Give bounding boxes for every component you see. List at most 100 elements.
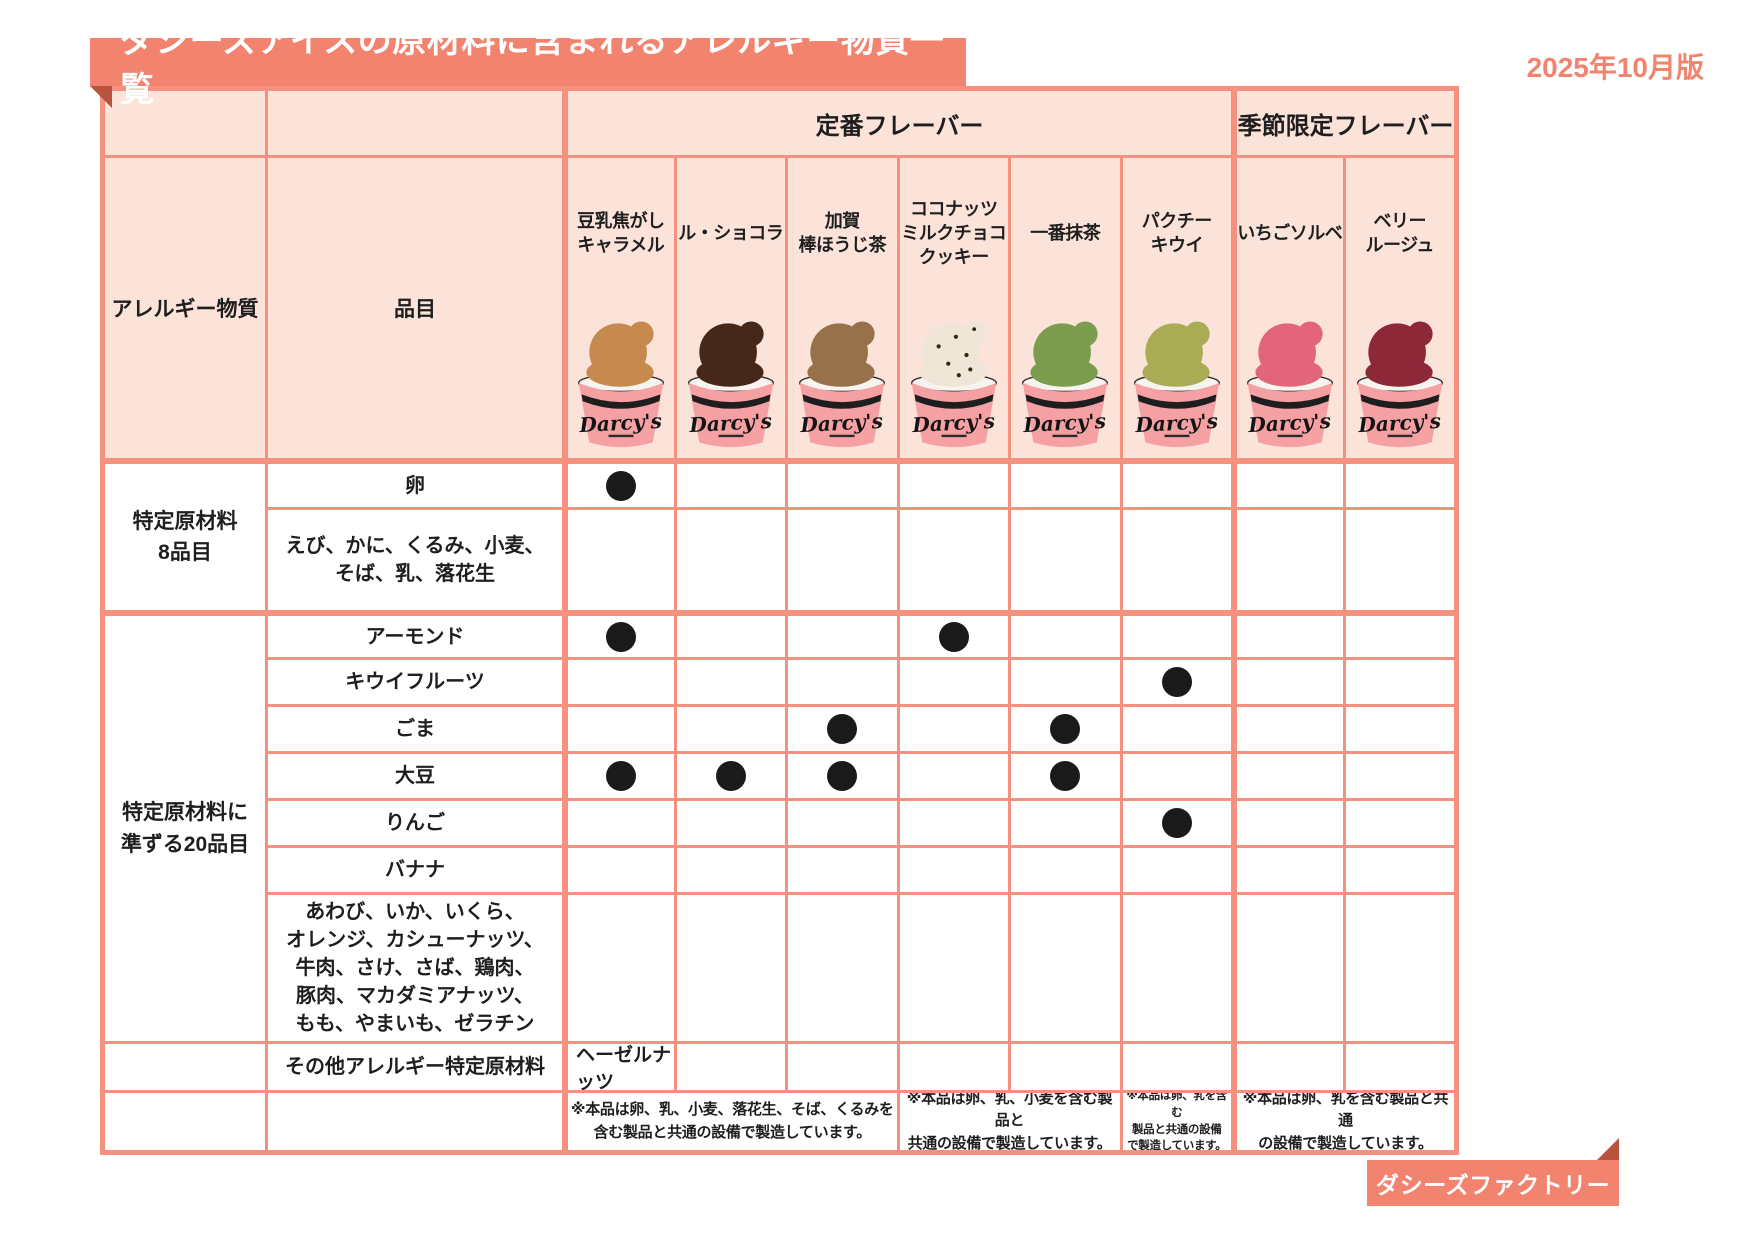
item-cell: キウイフルーツ — [268, 660, 562, 704]
cup-stripe — [691, 394, 771, 409]
flavor-header-cell: パクチー キウイ Darcy's — [1122, 158, 1231, 458]
mark-cell — [565, 754, 674, 798]
footnote-cell: ※本品は卵、乳を含む製品と共通 の設備で製造しています。 — [1234, 1093, 1454, 1150]
cup-stripe — [802, 394, 882, 409]
empty-cell — [105, 1093, 265, 1150]
flavor-name: ベリー ルージュ — [1365, 210, 1435, 255]
allergen-mark-dot — [605, 761, 636, 791]
mark-cell — [788, 801, 897, 845]
mark-cell — [788, 895, 897, 1041]
mark-cell — [1122, 707, 1231, 751]
cup-tagline-line — [1387, 434, 1413, 438]
ice-cream-scoop — [919, 321, 987, 387]
cup-body — [800, 382, 885, 448]
mark-cell — [1122, 461, 1231, 507]
mark-cell — [788, 848, 897, 892]
allergen-table: 定番フレーバー 季節限定フレーバー アレルギー物質 品目 豆乳焦がし キャラメル Dar… — [100, 86, 1459, 1155]
ice-cream-cup-image: Darcy's — [910, 321, 997, 448]
mark-cell — [1234, 461, 1343, 507]
cup-logo: Darcy's — [1022, 409, 1107, 437]
cookie-speckles-icon — [936, 327, 976, 378]
cup-logo: Darcy's — [1356, 409, 1441, 437]
empty-group-cell — [105, 1044, 265, 1090]
cup-stripe — [914, 394, 994, 409]
item-cell: ごま — [268, 707, 562, 751]
flavor-name: 一番抹茶 — [1030, 222, 1101, 243]
mark-cell — [899, 461, 1008, 507]
mark-cell — [788, 660, 897, 704]
cup-tagline-line — [718, 434, 744, 438]
item-column-header: 品目 — [268, 158, 562, 458]
mark-cell — [1234, 895, 1343, 1041]
mark-cell — [1011, 895, 1120, 1041]
corner-cell-allergen — [105, 91, 265, 155]
footnote-cell: ※本品は卵、乳を含む 製品と共通の設備 で製造しています。 — [1122, 1093, 1231, 1150]
cup-logo: Darcy's — [910, 409, 995, 437]
cup-tagline-line — [608, 434, 634, 438]
mark-cell — [676, 801, 785, 845]
allergen-mark-dot — [938, 621, 969, 652]
cup-body — [1023, 382, 1108, 448]
mark-cell — [1234, 848, 1343, 892]
mark-cell — [899, 1044, 1008, 1090]
cup-tagline-line — [1052, 434, 1078, 438]
seasonal-flavors-header: 季節限定フレーバー — [1234, 91, 1454, 155]
mark-cell — [676, 707, 785, 751]
cup-stripe — [581, 394, 661, 409]
flavor-name: パクチー キウイ — [1141, 210, 1213, 255]
cup-logo: Darcy's — [1133, 409, 1218, 437]
mark-cell — [1011, 707, 1120, 751]
flavor-header-cell: いちごソルベ Darcy's — [1234, 158, 1343, 458]
item-cell: 大豆 — [268, 754, 562, 798]
mark-cell — [565, 848, 674, 892]
mark-cell — [899, 848, 1008, 892]
page-title: ダシーズアイスの原材料に含まれるアレルギー物質一覧 — [120, 22, 945, 109]
mark-cell — [1011, 754, 1120, 798]
ice-cream-scoop — [1142, 321, 1210, 387]
cup-body — [578, 382, 663, 448]
cup-stripe — [1360, 394, 1440, 409]
item-cell: 卵 — [268, 461, 562, 507]
mark-cell — [899, 754, 1008, 798]
mark-cell — [676, 848, 785, 892]
allergen-column-header: アレルギー物質 — [105, 158, 265, 458]
mark-cell — [1345, 754, 1454, 798]
ice-cream-scoop — [586, 321, 654, 387]
corner-cell-item — [268, 91, 562, 155]
flavor-name: いちごソルベ — [1237, 222, 1343, 243]
allergen-mark-dot — [827, 714, 858, 744]
flavor-header-cell: ココナッツ ミルクチョコ クッキー Darcy's — [899, 158, 1008, 458]
mark-cell — [899, 613, 1008, 657]
mark-cell — [1011, 461, 1120, 507]
mark-cell — [1011, 801, 1120, 845]
title-ribbon-fold-icon — [90, 86, 112, 108]
item-cell: あわび、いか、いくら、 オレンジ、カシューナッツ、 牛肉、さけ、さば、鶏肉、 豚… — [268, 895, 562, 1041]
allergen-mark-dot — [827, 761, 858, 791]
ice-cream-cup-image: Darcy's — [1246, 321, 1333, 448]
publisher-badge-fold-icon — [1597, 1138, 1619, 1160]
mark-cell — [676, 1044, 785, 1090]
publisher-badge: ダシーズファクトリー — [1367, 1160, 1619, 1206]
ice-cream-scoop — [1365, 321, 1433, 387]
mark-cell — [676, 461, 785, 507]
flavor-header-cell: ベリー ルージュ Darcy's — [1345, 158, 1454, 458]
mark-cell — [1122, 848, 1231, 892]
mark-cell — [1345, 510, 1454, 610]
footnote-cell: ※本品は卵、乳、小麦、落花生、そば、くるみを 含む製品と共通の設備で製造していま… — [565, 1093, 897, 1150]
flavor-header-cell: ル・ショコラ Darcy's — [676, 158, 785, 458]
mark-cell — [676, 660, 785, 704]
flavor-name: 豆乳焦がし キャラメル — [577, 210, 665, 255]
cup-logo: Darcy's — [1246, 409, 1331, 437]
mark-cell — [899, 801, 1008, 845]
mark-cell — [1234, 510, 1343, 610]
ice-cream-cup-image: Darcy's — [577, 321, 664, 448]
ice-cream-cup-image: Darcy's — [1022, 321, 1109, 448]
ice-cream-cup-image: Darcy's — [687, 321, 774, 448]
mark-cell — [1345, 707, 1454, 751]
cup-body — [1247, 382, 1332, 448]
allergen-mark-dot — [1050, 714, 1081, 744]
ice-cream-scoop — [1255, 321, 1323, 387]
mark-cell — [788, 1044, 897, 1090]
flavor-name: ル・ショコラ — [678, 222, 784, 243]
mark-cell — [676, 754, 785, 798]
